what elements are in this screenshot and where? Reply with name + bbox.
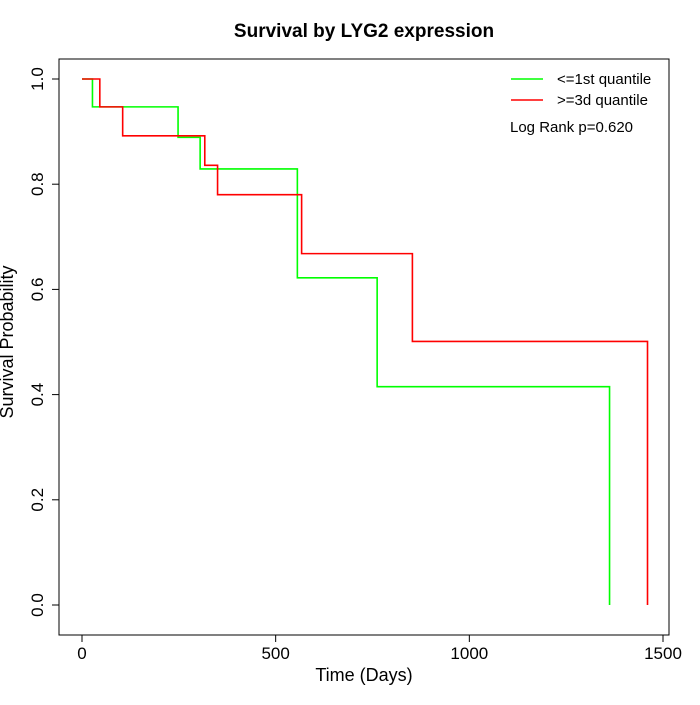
series-layer (82, 78, 649, 605)
legend: <=1st quantile >=3d quantile (511, 71, 651, 109)
y-tick-label: 0.6 (28, 278, 47, 302)
series-line-2 (82, 78, 649, 605)
plot-frame (58, 58, 670, 636)
legend-label: <=1st quantile (557, 71, 651, 88)
x-axis: 0 500 1000 1500 (77, 634, 682, 663)
chart-title: Survival by LYG2 expression (234, 21, 494, 42)
y-tick-label: 0.8 (28, 172, 47, 196)
y-tick-label: 0.0 (28, 593, 47, 617)
y-tick-label: 0.2 (28, 488, 47, 512)
log-rank-annotation: Log Rank p=0.620 (510, 119, 633, 136)
x-tick-label: 500 (261, 644, 289, 663)
y-tick-label: 1.0 (28, 67, 47, 91)
x-tick-label: 1000 (450, 644, 488, 663)
y-tick-label: 0.4 (28, 383, 47, 407)
legend-label: >=3d quantile (557, 92, 648, 109)
y-axis-label: Survival Probability (0, 265, 17, 418)
series-line-1 (82, 78, 611, 605)
y-axis: 0.0 0.2 0.4 0.6 0.8 1.0 (28, 67, 60, 617)
x-axis-label: Time (Days) (315, 665, 412, 685)
x-tick-label: 0 (77, 644, 86, 663)
x-tick-label: 1500 (644, 644, 682, 663)
